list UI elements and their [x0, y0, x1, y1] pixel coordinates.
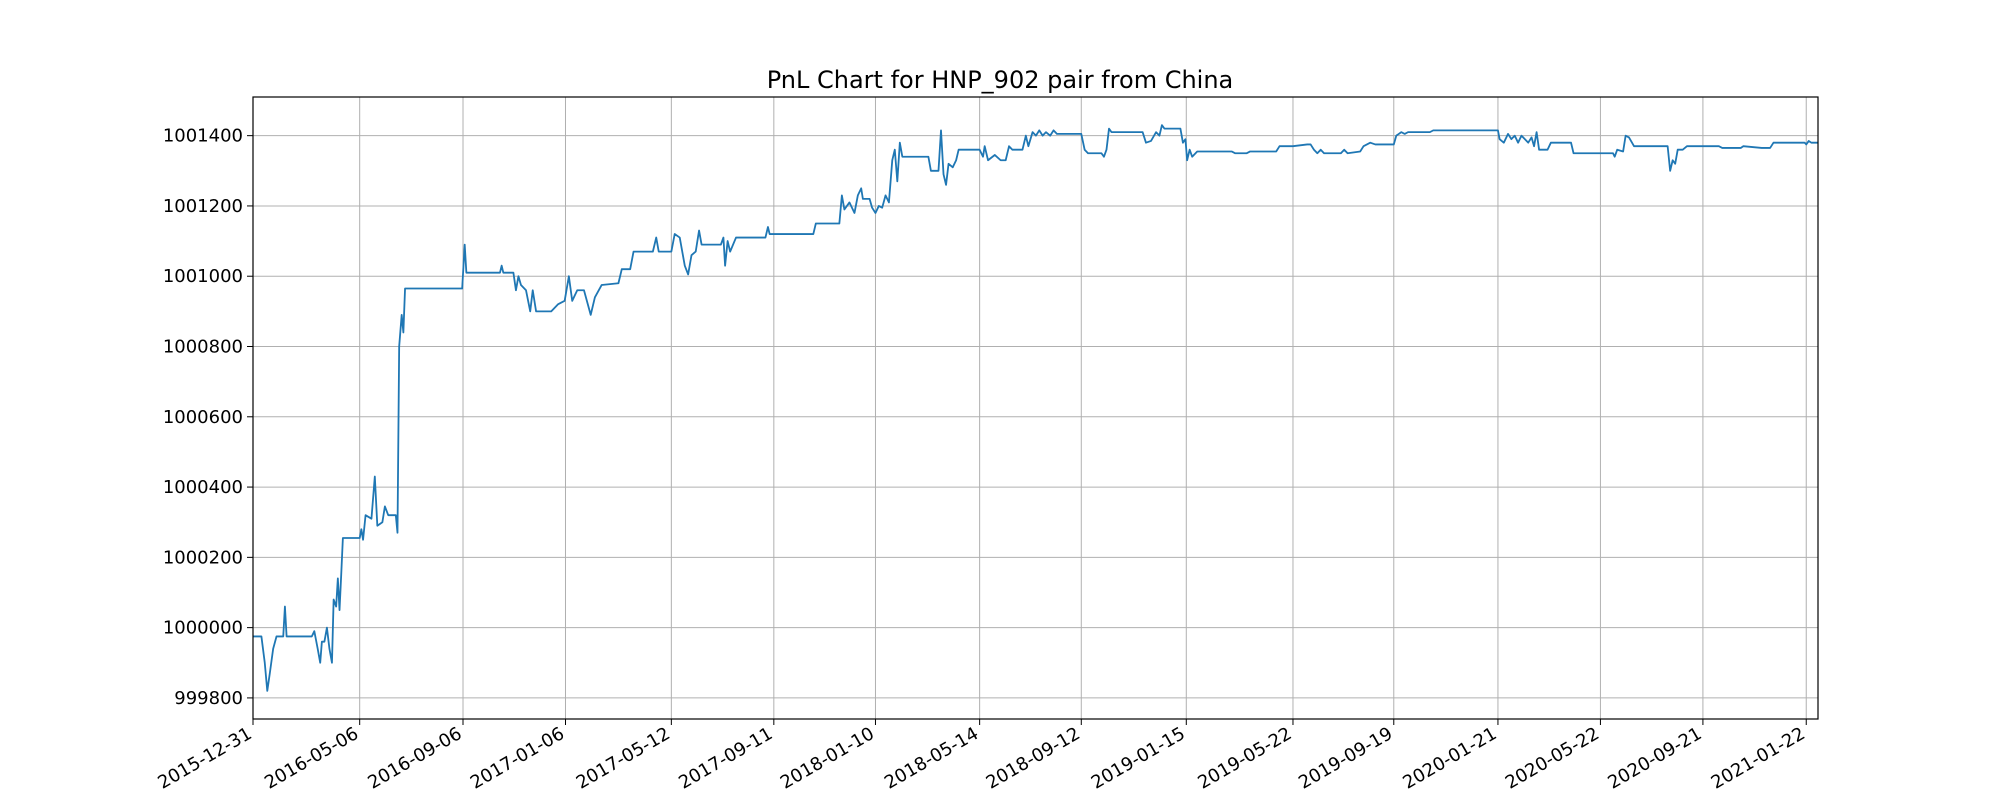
x-tick-label: 2019-01-15 [1088, 723, 1189, 793]
series-line-group [253, 124, 1818, 692]
y-tick-label: 999800 [174, 688, 243, 709]
x-tick-label: 2016-05-06 [261, 723, 362, 793]
x-tick-label: 2020-05-22 [1502, 723, 1603, 793]
x-tick-label: 2020-09-21 [1604, 723, 1705, 793]
x-tick-label: 2016-09-06 [364, 723, 465, 793]
y-tick-label: 1000400 [163, 477, 243, 498]
x-axis: 2015-12-31 2016-05-06 2016-09-06 2017-01-06… [154, 719, 1809, 794]
x-tick-label: 2018-05-14 [881, 723, 982, 793]
x-tick-label: 2021-01-22 [1708, 723, 1809, 793]
x-tick-label: 2017-01-06 [467, 723, 568, 793]
x-tick-label: 2019-05-22 [1194, 723, 1295, 793]
chart-title: PnL Chart for HNP_902 pair from China [767, 66, 1234, 94]
plot-frame [252, 96, 1819, 720]
y-tick-label: 1001200 [163, 196, 243, 217]
pnl-series-line [253, 124, 1818, 692]
y-tick-label: 1000600 [163, 407, 243, 428]
x-tick-label: 2018-01-10 [777, 723, 878, 793]
x-tick-label: 2018-09-12 [983, 723, 1084, 793]
y-tick-label: 1001400 [163, 126, 243, 147]
x-tick-label: 2019-09-19 [1295, 723, 1396, 793]
x-tick-label: 2017-05-12 [573, 723, 674, 793]
y-tick-label: 1001000 [163, 266, 243, 287]
x-tick-label: 2015-12-31 [154, 723, 255, 793]
x-tick-label: 2017-09-11 [675, 723, 776, 793]
y-tick-label: 1000800 [163, 337, 243, 358]
grid-lines [252, 97, 1818, 719]
y-axis: 999800 1000000 1000200 1000400 1000600 100080… [163, 126, 253, 709]
y-tick-label: 1000200 [163, 547, 243, 568]
y-tick-label: 1000000 [163, 618, 243, 639]
x-tick-label: 2020-01-21 [1399, 723, 1500, 793]
